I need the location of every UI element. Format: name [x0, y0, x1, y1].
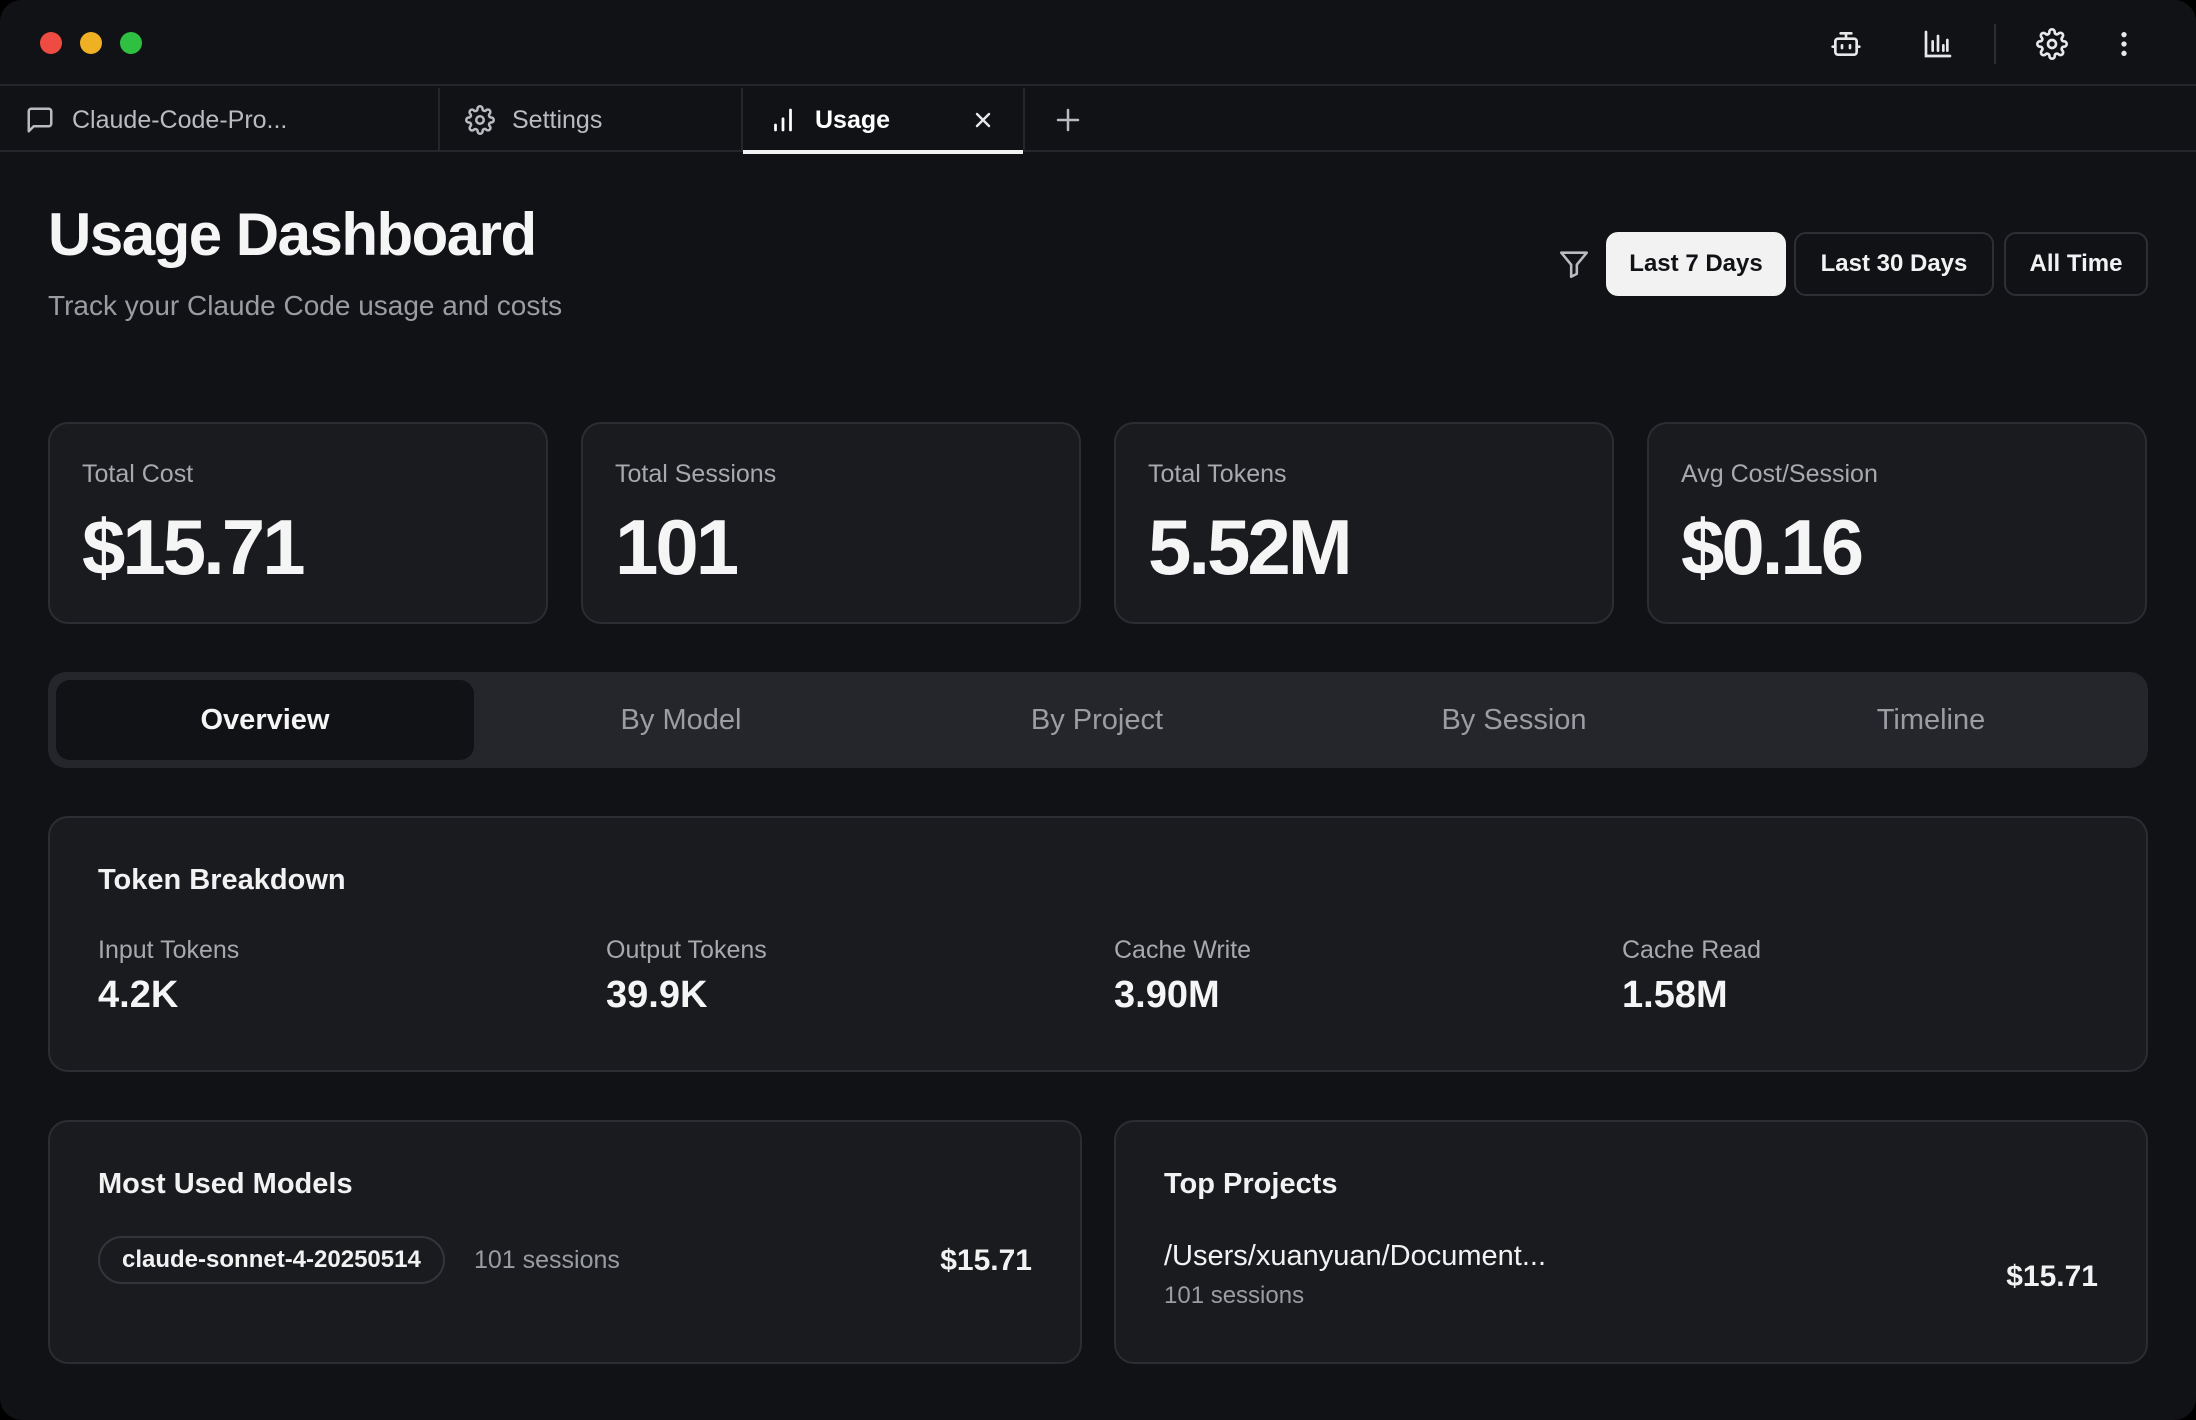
stat-label: Total Sessions: [615, 460, 777, 488]
output-tokens-label: Output Tokens: [606, 936, 767, 964]
cache-write-value: 3.90M: [1114, 974, 1220, 1016]
tab-by-model[interactable]: By Model: [620, 703, 742, 736]
panel-title: Most Used Models: [98, 1168, 353, 1200]
tab-timeline[interactable]: Timeline: [1876, 703, 1986, 736]
panel-title: Top Projects: [1164, 1168, 1338, 1200]
most-used-models-panel: Most Used Models claude-sonnet-4-2025051…: [48, 1120, 1082, 1364]
tab-by-session[interactable]: By Session: [1441, 703, 1587, 736]
stat-value: 5.52M: [1148, 503, 1353, 591]
stat-card-total-tokens: Total Tokens 5.52M: [1114, 422, 1614, 624]
tab-bar: Claude-Code-Pro... Settings Usage: [0, 88, 2196, 154]
tab-settings[interactable]: Settings: [440, 88, 743, 152]
model-sessions: 101 sessions: [474, 1246, 620, 1274]
cache-read-value: 1.58M: [1622, 974, 1728, 1016]
top-projects-panel: Top Projects /Users/xuanyuan/Document...…: [1114, 1120, 2148, 1364]
range-last-7-days-button[interactable]: Last 7 Days: [1606, 232, 1786, 296]
cache-read-label: Cache Read: [1622, 936, 1761, 964]
window-maximize-button[interactable]: [120, 32, 142, 54]
filter-icon: [1554, 244, 1594, 284]
toolbar-divider: [1994, 24, 1996, 64]
model-badge: claude-sonnet-4-20250514: [98, 1236, 445, 1284]
tab-overview[interactable]: Overview: [56, 680, 474, 760]
stat-value: $0.16: [1681, 503, 1864, 591]
output-tokens-value: 39.9K: [606, 974, 708, 1016]
stat-card-total-cost: Total Cost $15.71: [48, 422, 548, 624]
gear-icon[interactable]: [2032, 24, 2072, 64]
new-tab-button[interactable]: [1050, 102, 1086, 138]
stat-value: 101: [615, 503, 739, 591]
window-close-button[interactable]: [40, 32, 62, 54]
range-all-time-button[interactable]: All Time: [2004, 232, 2148, 296]
tab-by-project[interactable]: By Project: [1030, 703, 1164, 736]
tab-label: Claude-Code-Pro...: [72, 105, 288, 134]
tab-label: Usage: [815, 105, 891, 134]
project-sessions: 101 sessions: [1164, 1282, 1305, 1309]
panel-title: Token Breakdown: [98, 864, 346, 896]
agent-icon[interactable]: [1826, 24, 1866, 64]
view-tabs: Overview By Model By Project By Session …: [48, 672, 2148, 768]
chat-bubble-icon: [24, 104, 56, 136]
page-subtitle: Track your Claude Code usage and costs: [48, 290, 563, 321]
bar-chart-icon[interactable]: [1918, 24, 1958, 64]
bar-chart-icon: [767, 104, 799, 136]
stat-label: Total Cost: [82, 460, 194, 488]
project-path: /Users/xuanyuan/Document...: [1164, 1240, 1547, 1272]
cache-write-label: Cache Write: [1114, 936, 1252, 964]
stat-label: Total Tokens: [1148, 460, 1287, 488]
close-icon[interactable]: [967, 104, 999, 136]
stat-label: Avg Cost/Session: [1681, 460, 1878, 488]
tab-claude-code-project[interactable]: Claude-Code-Pro...: [0, 88, 440, 152]
stat-value: $15.71: [82, 503, 306, 591]
stat-card-total-sessions: Total Sessions 101: [581, 422, 1081, 624]
model-cost: $15.71: [940, 1244, 1032, 1277]
more-vertical-icon[interactable]: [2104, 24, 2144, 64]
project-cost: $15.71: [2006, 1260, 2098, 1293]
stat-card-avg-cost-session: Avg Cost/Session $0.16: [1647, 422, 2147, 624]
tab-label: Settings: [512, 105, 603, 134]
input-tokens-label: Input Tokens: [98, 936, 240, 964]
page-title: Usage Dashboard: [48, 201, 537, 268]
token-breakdown-panel: Token Breakdown Input Tokens 4.2K Output…: [48, 816, 2148, 1072]
title-bar: [0, 0, 2196, 86]
window-minimize-button[interactable]: [80, 32, 102, 54]
input-tokens-value: 4.2K: [98, 974, 179, 1016]
gear-icon: [464, 104, 496, 136]
tab-usage[interactable]: Usage: [743, 88, 1025, 154]
range-last-30-days-button[interactable]: Last 30 Days: [1794, 232, 1994, 296]
